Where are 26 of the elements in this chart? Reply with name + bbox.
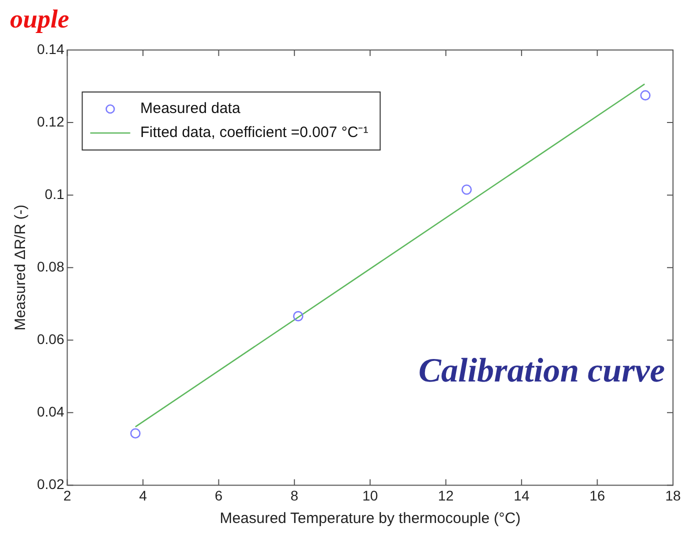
x-axis-title: Measured Temperature by thermocouple (°C) (220, 510, 521, 528)
y-tick-label: 0.04 (37, 404, 64, 420)
point (293, 311, 304, 322)
point (462, 184, 472, 195)
x-tick-label: 16 (589, 487, 606, 504)
legend-label: Measured data (140, 100, 241, 118)
y-tick-label: 0.08 (37, 258, 64, 274)
y-tick-label: 0.14 (37, 40, 64, 57)
x-tick-label: 2 (63, 487, 72, 504)
point (640, 90, 651, 100)
x-tick-label: 4 (139, 487, 148, 504)
annotation: Calibration curve (418, 352, 665, 390)
y-tick-label: 0.12 (37, 113, 64, 130)
text: ouple (10, 4, 70, 34)
x-tick-label: 12 (438, 487, 454, 504)
x-tick-label: 18 (665, 487, 681, 504)
x-tick-label: 14 (514, 487, 530, 504)
point (130, 428, 141, 438)
y-tick-label: 0.1 (44, 186, 64, 202)
y-tick-label: 0.06 (37, 330, 64, 347)
x-tick-label: 10 (362, 487, 378, 504)
x-tick-label: 8 (290, 487, 299, 504)
legend-label: Fitted data, coefficient =0.007 °C⁻¹ (140, 124, 368, 142)
x-tick-label: 6 (214, 487, 223, 504)
y-axis-title: Measured ΔR/R (-) (12, 204, 30, 331)
y-tick-label: 0.02 (37, 476, 64, 492)
